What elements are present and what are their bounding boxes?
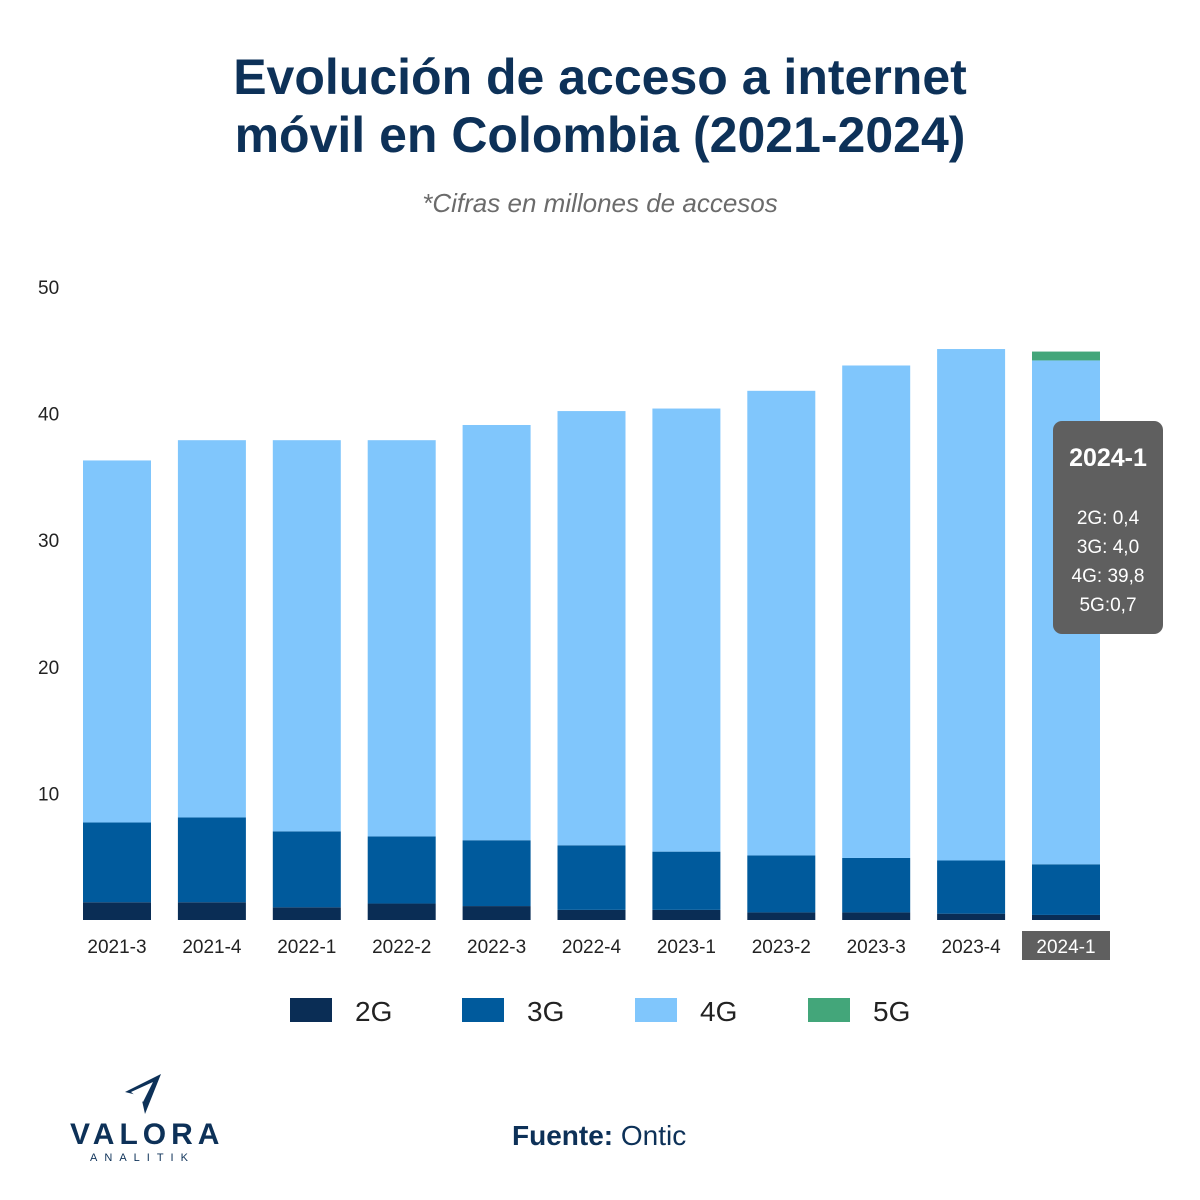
x-tick-label: 2022-1 xyxy=(277,937,336,958)
tooltip-line: 4G: 39,8 xyxy=(1072,566,1145,587)
tooltip-box xyxy=(1053,421,1163,634)
legend-swatch-4g xyxy=(635,998,677,1022)
legend-label-3g: 3G xyxy=(527,996,564,1027)
logo-name: VALORA xyxy=(70,1118,225,1151)
bar-segment-2g-2024-1 xyxy=(1032,914,1100,920)
y-tick-label: 30 xyxy=(38,531,59,552)
bar-segment-4g-2022-1 xyxy=(272,440,341,832)
legend-label-5g: 5G xyxy=(873,996,910,1027)
bar-segment-4g-2022-3 xyxy=(462,424,531,841)
x-tick-label: 2023-1 xyxy=(657,937,716,958)
bar-segment-4g-2021-4 xyxy=(177,440,246,818)
bar-segment-2g-2023-2 xyxy=(747,912,816,920)
tooltip-line: 3G: 4,0 xyxy=(1077,537,1139,558)
bar-segment-4g-2023-4 xyxy=(937,349,1006,861)
highlighted-category-background xyxy=(1022,931,1110,960)
source-label: Fuente: xyxy=(512,1120,614,1151)
x-tick-label: 2023-2 xyxy=(752,937,811,958)
title-line-1: Evolución de acceso a internet xyxy=(233,49,967,105)
bar-segment-3g-2024-1 xyxy=(1032,864,1100,915)
bar-segment-3g-2023-3 xyxy=(842,857,911,913)
source-value: Ontic xyxy=(620,1120,687,1151)
bar-segment-2g-2023-4 xyxy=(937,913,1006,920)
y-tick-label: 10 xyxy=(38,784,59,805)
bar-segment-3g-2022-3 xyxy=(462,840,531,907)
bar-segment-4g-2021-3 xyxy=(83,460,151,823)
x-tick-label: 2023-4 xyxy=(942,937,1002,958)
bar-segment-2g-2022-3 xyxy=(462,906,531,920)
bar-segment-3g-2023-4 xyxy=(937,860,1006,914)
bar-segment-3g-2021-3 xyxy=(83,822,151,903)
logo-emblem-icon xyxy=(124,1074,161,1114)
bar-segment-2g-2023-1 xyxy=(652,909,721,920)
legend-swatch-2g xyxy=(290,998,332,1022)
bar-segment-3g-2021-4 xyxy=(177,817,246,903)
bar-segment-4g-2022-2 xyxy=(367,440,436,837)
chart-subtitle: *Cifras en millones de accesos xyxy=(422,188,778,218)
bar-segment-2g-2022-4 xyxy=(557,909,626,920)
x-tick-label: 2024-1 xyxy=(1036,937,1095,958)
x-tick-label: 2023-3 xyxy=(847,937,906,958)
y-tick-label: 40 xyxy=(38,405,59,426)
bar-segment-2g-2021-3 xyxy=(83,902,151,920)
legend-swatch-5g xyxy=(808,998,850,1022)
title-line-2: móvil en Colombia (2021-2024) xyxy=(234,107,966,163)
x-tick-label: 2022-3 xyxy=(467,937,526,958)
bar-segment-2g-2022-2 xyxy=(367,903,436,920)
bar-segment-4g-2022-4 xyxy=(557,411,626,846)
x-tick-label: 2021-4 xyxy=(182,937,242,958)
bar-segment-4g-2023-2 xyxy=(747,390,816,856)
bar-segment-2g-2021-4 xyxy=(177,902,246,920)
bar-segment-5g-2024-1 xyxy=(1032,351,1100,361)
x-tick-label: 2022-4 xyxy=(562,937,622,958)
tooltip-title: 2024-1 xyxy=(1069,444,1147,472)
bar-segment-3g-2022-2 xyxy=(367,836,436,904)
source-note: Fuente: Ontic xyxy=(512,1120,686,1152)
legend-label-2g: 2G xyxy=(355,996,392,1027)
y-tick-label: 20 xyxy=(38,658,59,679)
bar-segment-3g-2023-1 xyxy=(652,851,721,910)
bar-segment-2g-2023-3 xyxy=(842,912,911,920)
valora-analitik-logo: VALORA ANALITIK xyxy=(70,1072,225,1164)
x-tick-label: 2021-3 xyxy=(87,937,146,958)
logo-sub: ANALITIK xyxy=(90,1152,195,1164)
legend-swatch-3g xyxy=(462,998,504,1022)
tooltip-line: 5G:0,7 xyxy=(1079,595,1136,616)
bar-segment-4g-2023-1 xyxy=(652,408,721,852)
y-tick-label: 50 xyxy=(38,278,59,299)
bar-segment-3g-2023-2 xyxy=(747,855,816,913)
bar-segment-4g-2023-3 xyxy=(842,365,911,858)
chart-title: Evolución de acceso a internet móvil en … xyxy=(0,48,1200,164)
bar-segment-2g-2022-1 xyxy=(272,907,341,920)
x-tick-label: 2022-2 xyxy=(372,937,431,958)
legend-label-4g: 4G xyxy=(700,996,737,1027)
bar-segment-3g-2022-1 xyxy=(272,831,341,908)
tooltip-line: 2G: 0,4 xyxy=(1077,508,1140,529)
bar-segment-3g-2022-4 xyxy=(557,845,626,910)
